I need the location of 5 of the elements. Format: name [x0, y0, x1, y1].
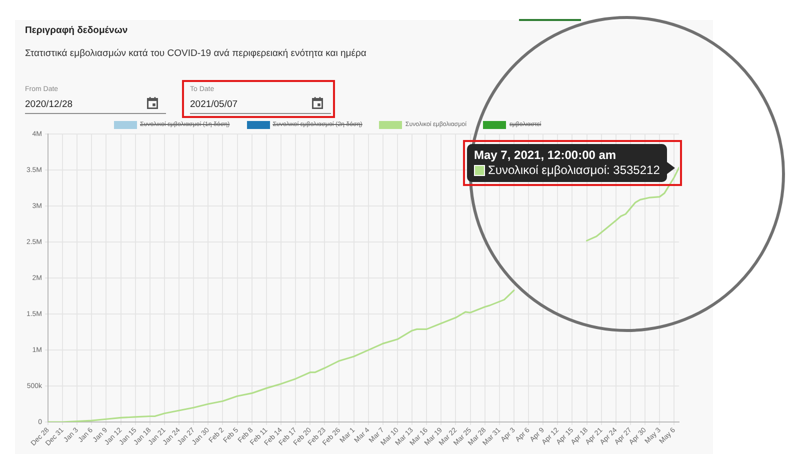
annotation: May 7, 2021, 12:00:00 am Συνολικοί εμβολιασμοί: 3535212 — [474, 148, 660, 177]
chart-subtitle: Στατιστικά εμβολιασμών κατά του COVID-19 ανά περιφερειακή ενότητα και ημέρα — [25, 48, 366, 59]
text: 2020/12/28 — [25, 99, 73, 110]
text: 2021/05/07 — [190, 99, 238, 110]
chart-title: Περιγραφή δεδομένων — [25, 25, 128, 36]
